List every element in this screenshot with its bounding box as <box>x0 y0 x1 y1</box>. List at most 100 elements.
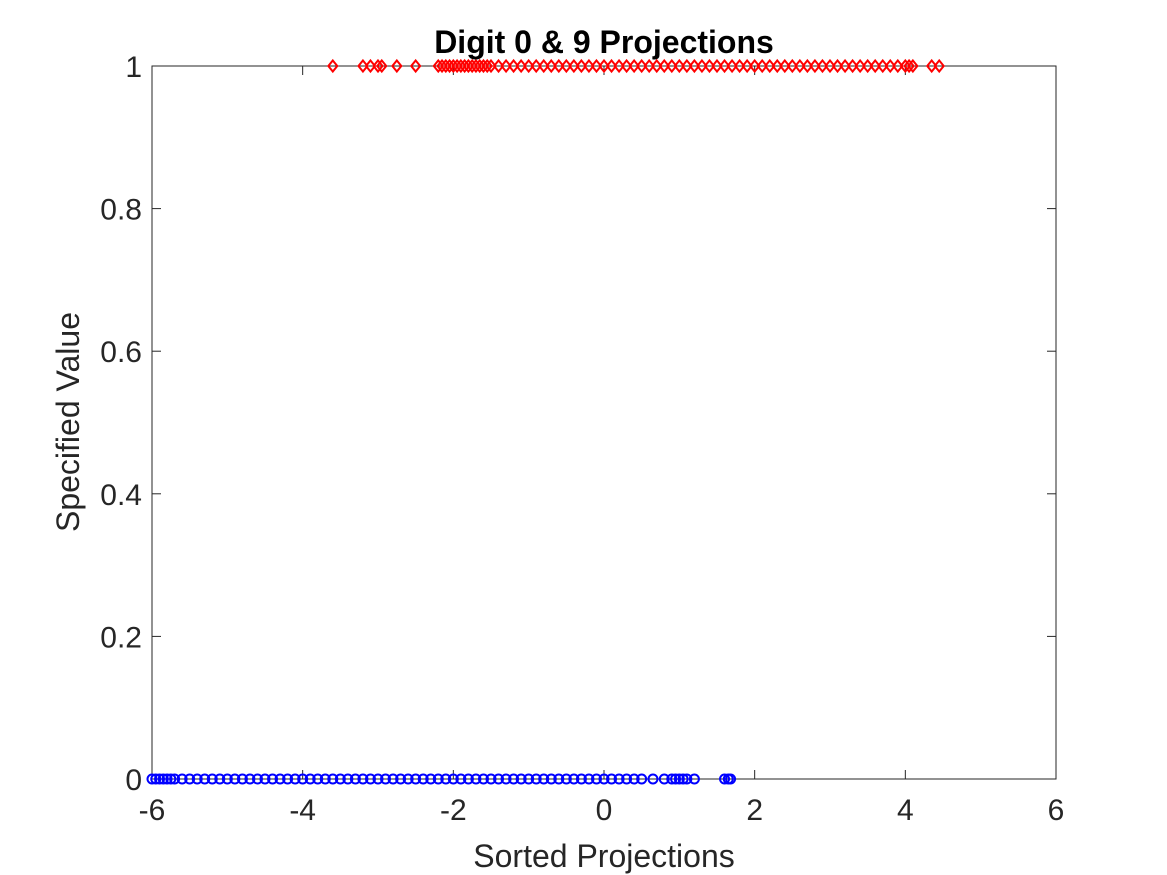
data-point-circle <box>191 773 203 785</box>
data-point-circle <box>508 773 520 785</box>
data-point-diamond <box>327 58 339 74</box>
data-point-circle <box>372 773 384 785</box>
data-point-circle <box>395 773 407 785</box>
data-point-circle <box>402 773 414 785</box>
data-point-circle <box>244 773 256 785</box>
data-point-circle <box>462 773 474 785</box>
data-point-diamond <box>522 58 535 74</box>
data-point-diamond <box>786 58 799 74</box>
data-point-diamond <box>839 58 851 74</box>
plot-area <box>151 65 1057 780</box>
data-point-circle <box>334 773 346 785</box>
data-point-circle <box>236 773 248 785</box>
data-point-diamond <box>500 58 512 74</box>
data-point-diamond <box>748 58 761 74</box>
data-point-diamond <box>605 58 618 74</box>
x-tick-label: -2 <box>440 794 467 827</box>
data-point-diamond <box>477 58 490 74</box>
y-tick-label: 1 <box>125 51 142 84</box>
data-point-diamond <box>643 58 655 74</box>
data-point-circle <box>154 773 166 785</box>
data-point-circle <box>410 773 422 785</box>
data-point-diamond <box>854 58 866 74</box>
data-point-circle <box>150 773 162 785</box>
data-point-circle <box>342 773 354 785</box>
data-point-circle <box>493 773 505 785</box>
data-point-diamond <box>545 58 558 74</box>
data-point-circle <box>613 773 625 785</box>
data-point-diamond <box>492 58 505 74</box>
data-point-diamond <box>537 58 550 74</box>
data-point-circle <box>647 773 659 785</box>
x-tick-label: 6 <box>1048 794 1065 827</box>
data-point-circle <box>267 773 279 785</box>
data-point-diamond <box>876 58 889 74</box>
data-point-circle <box>681 773 693 785</box>
y-tick-label: 0.2 <box>100 621 142 654</box>
axis-ticks: -6 -4 -2 0 2 4 6 0 0.2 0.4 0.6 0.8 1 <box>100 51 1064 827</box>
data-point-circle <box>289 773 301 785</box>
data-point-diamond <box>391 58 403 74</box>
data-point-diamond <box>432 58 445 74</box>
data-point-circle <box>146 773 158 785</box>
data-point-diamond <box>809 58 821 74</box>
data-point-circle <box>673 773 685 785</box>
x-axis-label: Sorted Projections <box>473 838 734 874</box>
data-point-diamond <box>364 58 377 74</box>
data-point-diamond <box>635 58 648 74</box>
data-point-circle <box>259 773 271 785</box>
data-point-circle <box>636 773 648 785</box>
data-point-diamond <box>473 58 486 74</box>
data-point-circle <box>221 773 233 785</box>
data-point-diamond <box>598 58 610 74</box>
data-point-diamond <box>575 58 588 74</box>
data-point-circle <box>568 773 580 785</box>
data-point-circle <box>327 773 339 785</box>
data-point-circle <box>387 773 399 785</box>
data-point-circle <box>297 773 309 785</box>
data-point-circle <box>477 773 489 785</box>
data-point-diamond <box>466 58 478 74</box>
data-point-circle <box>380 773 392 785</box>
data-point-diamond <box>869 58 881 74</box>
data-point-diamond <box>779 58 791 74</box>
data-point-diamond <box>846 58 859 74</box>
data-point-diamond <box>553 58 565 74</box>
data-point-circle <box>688 773 700 785</box>
data-point-diamond <box>485 58 497 74</box>
data-point-circle <box>169 773 181 785</box>
data-point-circle <box>251 773 263 785</box>
data-point-circle <box>538 773 550 785</box>
data-point-diamond <box>372 58 384 74</box>
data-point-diamond <box>560 58 573 74</box>
data-point-diamond <box>455 58 467 74</box>
data-point-diamond <box>688 58 701 74</box>
data-point-circle <box>470 773 482 785</box>
data-point-circle <box>677 773 689 785</box>
data-point-circle <box>606 773 618 785</box>
data-point-circle <box>229 773 241 785</box>
x-tick-label: -4 <box>289 794 316 827</box>
data-point-diamond <box>711 58 723 74</box>
data-point-circle <box>530 773 542 785</box>
data-point-circle <box>274 773 286 785</box>
data-point-circle <box>425 773 437 785</box>
data-point-diamond <box>590 58 603 74</box>
data-point-circle <box>214 773 226 785</box>
y-axis-label: Specified Value <box>50 312 86 532</box>
data-point-circle <box>628 773 640 785</box>
data-point-diamond <box>741 58 753 74</box>
data-point-diamond <box>794 58 806 74</box>
data-point-circle <box>523 773 535 785</box>
data-point-circle <box>670 773 682 785</box>
data-point-circle <box>282 773 294 785</box>
data-point-circle <box>515 773 527 785</box>
data-point-circle <box>357 773 369 785</box>
data-point-diamond <box>892 58 904 74</box>
data-point-diamond <box>703 58 716 74</box>
data-point-circle <box>304 773 316 785</box>
data-point-diamond <box>933 58 946 74</box>
data-point-diamond <box>831 58 844 74</box>
series-red-markers <box>327 58 946 74</box>
data-point-diamond <box>515 58 527 74</box>
